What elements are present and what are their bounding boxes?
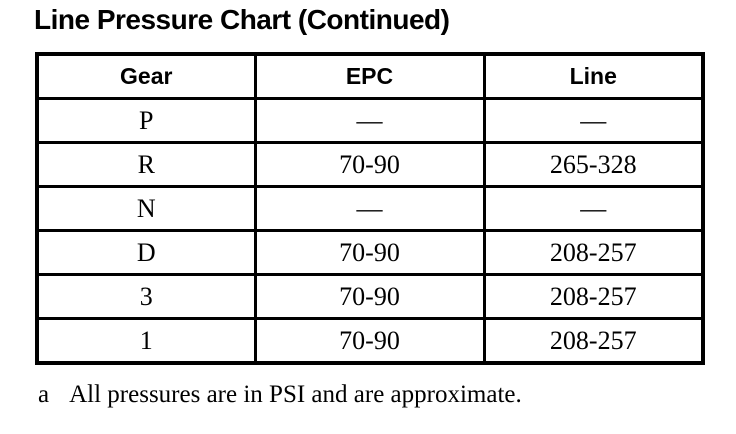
table-row: N — — xyxy=(35,185,705,232)
epc-cell: — xyxy=(253,97,486,144)
gear-cell: P xyxy=(35,97,257,144)
table-body: P — — R 70-90 265-328 N — — D 70-90 208-… xyxy=(35,97,705,365)
line-pressure-table: Gear EPC Line P — — R 70-90 265-328 N — … xyxy=(35,52,705,365)
gear-cell: 1 xyxy=(35,317,257,365)
column-header-line: Line xyxy=(482,52,705,100)
epc-cell: 70-90 xyxy=(253,273,486,320)
line-cell: 208-257 xyxy=(482,229,705,276)
table-row: R 70-90 265-328 xyxy=(35,141,705,188)
line-cell: 208-257 xyxy=(482,317,705,365)
gear-cell: 3 xyxy=(35,273,257,320)
table-row: 1 70-90 208-257 xyxy=(35,317,705,365)
gear-cell: N xyxy=(35,185,257,232)
table-row: D 70-90 208-257 xyxy=(35,229,705,276)
line-cell: — xyxy=(482,185,705,232)
table-header: Gear EPC Line xyxy=(35,52,705,100)
epc-cell: 70-90 xyxy=(253,317,486,365)
header-row: Gear EPC Line xyxy=(35,52,705,100)
column-header-gear: Gear xyxy=(35,52,257,100)
line-cell: — xyxy=(482,97,705,144)
table-row: P — — xyxy=(35,97,705,144)
page-title: Line Pressure Chart (Continued) xyxy=(34,4,450,35)
gear-cell: D xyxy=(35,229,257,276)
gear-cell: R xyxy=(35,141,257,188)
table-row: 3 70-90 208-257 xyxy=(35,273,705,320)
footnote-marker: a xyxy=(38,381,50,408)
line-cell: 208-257 xyxy=(482,273,705,320)
epc-cell: 70-90 xyxy=(253,141,486,188)
column-header-epc: EPC xyxy=(253,52,486,100)
footnote: a All pressures are in PSI and are approx… xyxy=(38,381,522,409)
footnote-text: All pressures are in PSI and are approxi… xyxy=(69,381,522,408)
epc-cell: — xyxy=(253,185,486,232)
epc-cell: 70-90 xyxy=(253,229,486,276)
line-cell: 265-328 xyxy=(482,141,705,188)
